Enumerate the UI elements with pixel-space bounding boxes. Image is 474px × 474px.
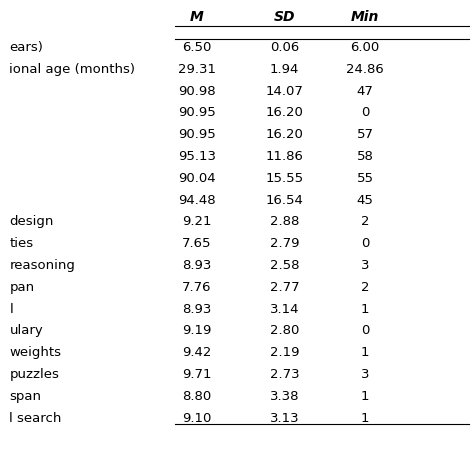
Text: 90.98: 90.98	[178, 84, 216, 98]
Text: 15.55: 15.55	[265, 172, 303, 185]
Text: ulary: ulary	[9, 324, 43, 337]
Text: 1: 1	[361, 346, 369, 359]
Text: 2.88: 2.88	[270, 215, 299, 228]
Text: 9.19: 9.19	[182, 324, 211, 337]
Text: 0: 0	[361, 106, 369, 119]
Text: design: design	[9, 215, 54, 228]
Text: 90.04: 90.04	[178, 172, 216, 185]
Text: 45: 45	[356, 193, 374, 207]
Text: 90.95: 90.95	[178, 106, 216, 119]
Text: ties: ties	[9, 237, 34, 250]
Text: 2.79: 2.79	[270, 237, 299, 250]
Text: pan: pan	[9, 281, 35, 294]
Text: SD: SD	[273, 9, 295, 24]
Text: 3.13: 3.13	[270, 411, 299, 425]
Text: 2.58: 2.58	[270, 259, 299, 272]
Text: weights: weights	[9, 346, 62, 359]
Text: 9.10: 9.10	[182, 411, 211, 425]
Text: 3.14: 3.14	[270, 302, 299, 316]
Text: 1: 1	[361, 411, 369, 425]
Text: ional age (months): ional age (months)	[9, 63, 136, 76]
Text: l: l	[9, 302, 13, 316]
Text: 16.20: 16.20	[265, 128, 303, 141]
Text: 7.76: 7.76	[182, 281, 211, 294]
Text: 9.42: 9.42	[182, 346, 211, 359]
Text: 1.94: 1.94	[270, 63, 299, 76]
Text: puzzles: puzzles	[9, 368, 59, 381]
Text: 1: 1	[361, 302, 369, 316]
Text: 16.20: 16.20	[265, 106, 303, 119]
Text: 2.73: 2.73	[270, 368, 299, 381]
Text: 7.65: 7.65	[182, 237, 211, 250]
Text: 9.21: 9.21	[182, 215, 211, 228]
Text: 2: 2	[361, 281, 369, 294]
Text: 58: 58	[356, 150, 374, 163]
Text: 9.71: 9.71	[182, 368, 211, 381]
Text: 11.86: 11.86	[265, 150, 303, 163]
Text: 8.80: 8.80	[182, 390, 211, 403]
Text: 2.77: 2.77	[270, 281, 299, 294]
Text: 0: 0	[361, 237, 369, 250]
Text: 47: 47	[356, 84, 374, 98]
Text: 1: 1	[361, 390, 369, 403]
Text: 3: 3	[361, 368, 369, 381]
Text: M: M	[190, 9, 204, 24]
Text: 90.95: 90.95	[178, 128, 216, 141]
Text: 0.06: 0.06	[270, 41, 299, 54]
Text: 29.31: 29.31	[178, 63, 216, 76]
Text: 2.19: 2.19	[270, 346, 299, 359]
Text: 8.93: 8.93	[182, 302, 211, 316]
Text: 0: 0	[361, 324, 369, 337]
Text: 24.86: 24.86	[346, 63, 384, 76]
Text: 8.93: 8.93	[182, 259, 211, 272]
Text: l search: l search	[9, 411, 62, 425]
Text: 14.07: 14.07	[265, 84, 303, 98]
Text: 2.80: 2.80	[270, 324, 299, 337]
Text: 55: 55	[356, 172, 374, 185]
Text: Min: Min	[351, 9, 379, 24]
Text: reasoning: reasoning	[9, 259, 75, 272]
Text: 95.13: 95.13	[178, 150, 216, 163]
Text: 3.38: 3.38	[270, 390, 299, 403]
Text: 16.54: 16.54	[265, 193, 303, 207]
Text: 6.00: 6.00	[350, 41, 380, 54]
Text: 2: 2	[361, 215, 369, 228]
Text: 3: 3	[361, 259, 369, 272]
Text: 6.50: 6.50	[182, 41, 211, 54]
Text: ears): ears)	[9, 41, 43, 54]
Text: span: span	[9, 390, 42, 403]
Text: 94.48: 94.48	[178, 193, 216, 207]
Text: 57: 57	[356, 128, 374, 141]
